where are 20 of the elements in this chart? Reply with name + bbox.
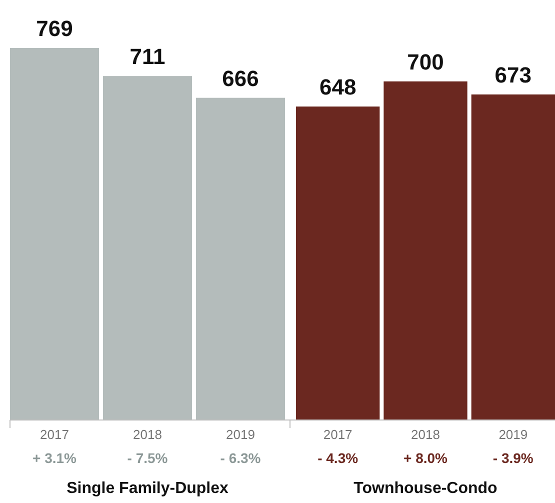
- x-tick-label: 2017: [40, 427, 69, 442]
- text: - 4.3%: [318, 450, 359, 466]
- data-label: 666: [222, 66, 259, 91]
- text: Townhouse-Condo: [354, 480, 498, 497]
- text: Single Family-Duplex: [66, 480, 229, 497]
- x-tick-label: 2017: [323, 427, 352, 442]
- x-tick-label: 2019: [498, 427, 528, 442]
- x-tick-label: 2019: [226, 427, 255, 442]
- x-tick-label: 2018: [133, 427, 162, 442]
- text: - 6.3%: [220, 450, 262, 466]
- data-label: 673: [494, 62, 532, 88]
- text: + 8.0%: [404, 450, 448, 466]
- data-label: 711: [130, 44, 166, 70]
- text: + 3.1%: [32, 450, 78, 466]
- x-tick-label: 2018: [411, 427, 440, 442]
- text: - 7.5%: [127, 450, 168, 466]
- data-label: 700: [407, 49, 444, 74]
- text: - 3.9%: [492, 450, 534, 466]
- data-label: 769: [36, 16, 73, 41]
- data-label: 648: [319, 74, 356, 100]
